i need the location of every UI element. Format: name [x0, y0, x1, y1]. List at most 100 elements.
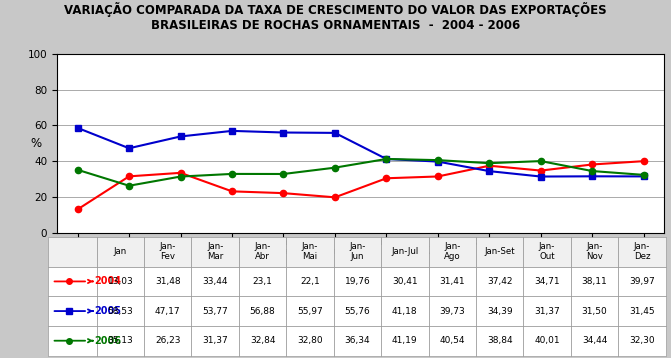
- Text: 31,37: 31,37: [202, 336, 228, 345]
- Bar: [429, 267, 476, 296]
- Text: VARIAÇÃO COMPARADA DA TAXA DE CRESCIMENTO DO VALOR DAS EXPORTAÇÕES
BRASILEIRAS D: VARIAÇÃO COMPARADA DA TAXA DE CRESCIMENT…: [64, 2, 607, 32]
- Bar: [571, 237, 618, 267]
- Text: 38,84: 38,84: [487, 336, 513, 345]
- Text: 41,18: 41,18: [392, 306, 417, 315]
- Text: 2004: 2004: [95, 276, 121, 286]
- Text: 13,03: 13,03: [107, 277, 134, 286]
- Text: Jan-
Fev: Jan- Fev: [160, 242, 176, 261]
- Text: 32,84: 32,84: [250, 336, 275, 345]
- Bar: [523, 237, 571, 267]
- Text: 34,39: 34,39: [487, 306, 513, 315]
- Text: 23,1: 23,1: [253, 277, 272, 286]
- Text: Jan-
Mar: Jan- Mar: [207, 242, 223, 261]
- Text: 36,34: 36,34: [345, 336, 370, 345]
- Bar: [618, 326, 666, 355]
- Bar: [333, 237, 381, 267]
- Bar: [476, 267, 523, 296]
- Text: 31,37: 31,37: [534, 306, 560, 315]
- Bar: [381, 296, 429, 326]
- Text: 55,97: 55,97: [297, 306, 323, 315]
- Text: 32,30: 32,30: [629, 336, 655, 345]
- Bar: [48, 296, 97, 326]
- Text: 22,1: 22,1: [300, 277, 320, 286]
- Text: 56,88: 56,88: [250, 306, 276, 315]
- Bar: [571, 296, 618, 326]
- Bar: [191, 326, 239, 355]
- Bar: [523, 296, 571, 326]
- Bar: [476, 296, 523, 326]
- Text: 19,76: 19,76: [344, 277, 370, 286]
- Text: 39,97: 39,97: [629, 277, 655, 286]
- Bar: [97, 296, 144, 326]
- Text: 53,77: 53,77: [202, 306, 228, 315]
- Bar: [239, 267, 287, 296]
- Text: 35,13: 35,13: [107, 336, 134, 345]
- Text: 32,80: 32,80: [297, 336, 323, 345]
- Text: 47,17: 47,17: [155, 306, 180, 315]
- Bar: [287, 296, 333, 326]
- Text: 31,45: 31,45: [629, 306, 655, 315]
- Text: Jan-
Nov: Jan- Nov: [586, 242, 603, 261]
- Bar: [429, 326, 476, 355]
- Bar: [48, 326, 97, 355]
- Y-axis label: %: %: [30, 137, 42, 150]
- Text: 40,54: 40,54: [440, 336, 465, 345]
- Bar: [571, 267, 618, 296]
- Bar: [239, 237, 287, 267]
- Text: 2006: 2006: [95, 336, 121, 346]
- Bar: [97, 267, 144, 296]
- Bar: [381, 237, 429, 267]
- Text: 2005: 2005: [95, 306, 121, 316]
- Bar: [618, 267, 666, 296]
- Text: Jan-
Out: Jan- Out: [539, 242, 556, 261]
- Text: 33,44: 33,44: [203, 277, 228, 286]
- Bar: [381, 267, 429, 296]
- Text: Jan-
Dez: Jan- Dez: [633, 242, 650, 261]
- Bar: [476, 237, 523, 267]
- Bar: [144, 237, 191, 267]
- Bar: [97, 237, 144, 267]
- Text: 39,73: 39,73: [440, 306, 465, 315]
- Text: 38,11: 38,11: [582, 277, 607, 286]
- Bar: [191, 267, 239, 296]
- Bar: [618, 237, 666, 267]
- Bar: [571, 326, 618, 355]
- Bar: [381, 326, 429, 355]
- Text: Jan-Set: Jan-Set: [484, 247, 515, 256]
- Text: Jan-
Ago: Jan- Ago: [444, 242, 460, 261]
- Text: 26,23: 26,23: [155, 336, 180, 345]
- Text: 31,41: 31,41: [440, 277, 465, 286]
- Bar: [333, 267, 381, 296]
- Bar: [239, 296, 287, 326]
- Bar: [97, 326, 144, 355]
- Bar: [144, 326, 191, 355]
- Text: 58,53: 58,53: [107, 306, 134, 315]
- Bar: [191, 296, 239, 326]
- Text: 34,44: 34,44: [582, 336, 607, 345]
- Text: 31,50: 31,50: [582, 306, 607, 315]
- Bar: [48, 267, 97, 296]
- Text: Jan-
Abr: Jan- Abr: [254, 242, 271, 261]
- Bar: [333, 326, 381, 355]
- Bar: [144, 296, 191, 326]
- Text: Jan-Jul: Jan-Jul: [391, 247, 419, 256]
- Text: 34,71: 34,71: [534, 277, 560, 286]
- Bar: [476, 326, 523, 355]
- Bar: [287, 237, 333, 267]
- Text: 30,41: 30,41: [392, 277, 417, 286]
- Bar: [48, 237, 97, 267]
- Text: 41,19: 41,19: [392, 336, 417, 345]
- Bar: [618, 296, 666, 326]
- Text: 40,01: 40,01: [534, 336, 560, 345]
- Bar: [429, 296, 476, 326]
- Bar: [333, 296, 381, 326]
- Bar: [287, 326, 333, 355]
- Text: Jan: Jan: [113, 247, 127, 256]
- Text: 37,42: 37,42: [487, 277, 513, 286]
- Bar: [191, 237, 239, 267]
- Text: Jan-
Mai: Jan- Mai: [302, 242, 318, 261]
- Bar: [523, 326, 571, 355]
- Bar: [239, 326, 287, 355]
- Text: 31,48: 31,48: [155, 277, 180, 286]
- Bar: [429, 237, 476, 267]
